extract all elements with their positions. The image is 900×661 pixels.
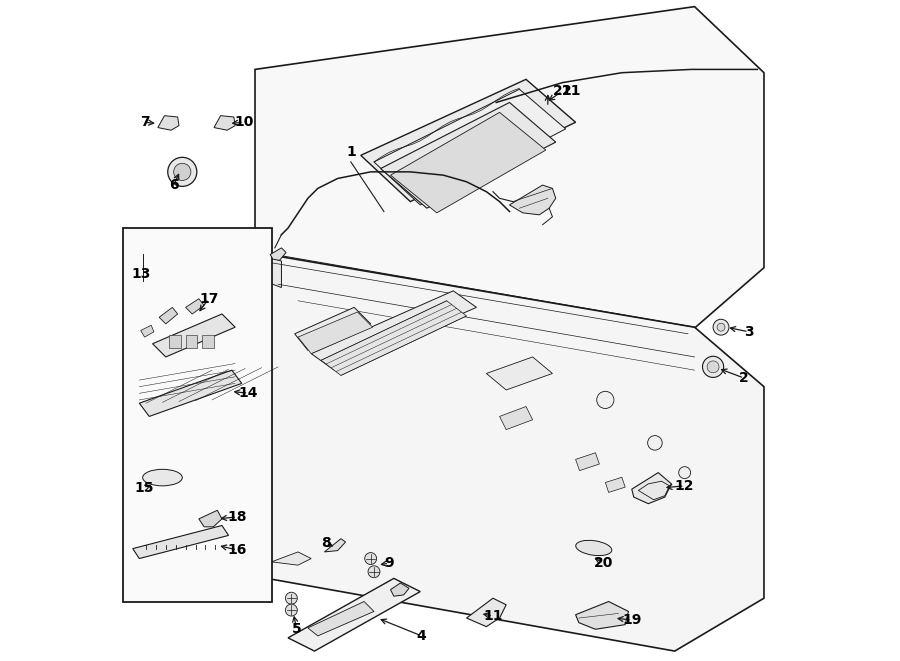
Text: 1: 1 [346, 145, 356, 159]
Text: 16: 16 [228, 543, 247, 557]
Polygon shape [486, 357, 553, 390]
Text: 8: 8 [321, 536, 330, 551]
Text: 6: 6 [169, 178, 178, 192]
Polygon shape [158, 116, 179, 130]
Polygon shape [466, 598, 506, 627]
Circle shape [285, 604, 297, 616]
Polygon shape [606, 477, 626, 492]
Circle shape [167, 157, 197, 186]
Text: 14: 14 [238, 386, 258, 401]
Circle shape [703, 356, 724, 377]
Polygon shape [255, 251, 282, 288]
Polygon shape [288, 578, 420, 651]
Text: 4: 4 [417, 629, 427, 643]
Polygon shape [140, 325, 154, 337]
Circle shape [174, 163, 191, 180]
Circle shape [285, 592, 297, 604]
Text: 12: 12 [675, 479, 695, 493]
Text: 19: 19 [622, 613, 642, 627]
Text: 5: 5 [292, 622, 302, 637]
Polygon shape [255, 7, 764, 393]
Text: 2: 2 [739, 371, 749, 385]
Circle shape [717, 323, 725, 331]
Polygon shape [361, 79, 576, 202]
Polygon shape [199, 510, 222, 527]
Text: 11: 11 [483, 609, 503, 623]
Bar [169, 335, 181, 348]
Polygon shape [153, 314, 235, 357]
Polygon shape [391, 583, 409, 596]
Polygon shape [308, 602, 374, 636]
Text: 13: 13 [131, 267, 151, 282]
Bar [185, 335, 197, 348]
Text: 21: 21 [553, 84, 572, 98]
Polygon shape [185, 299, 204, 314]
Text: 21: 21 [562, 84, 582, 98]
Polygon shape [298, 312, 373, 354]
Text: 18: 18 [228, 510, 247, 524]
Bar [202, 335, 214, 348]
Bar [122, 228, 272, 602]
Text: 20: 20 [594, 556, 613, 570]
Polygon shape [374, 89, 566, 205]
Polygon shape [381, 102, 556, 208]
Polygon shape [270, 248, 286, 260]
Polygon shape [632, 473, 671, 504]
Ellipse shape [576, 540, 612, 556]
Polygon shape [500, 407, 533, 430]
Polygon shape [272, 552, 311, 565]
Circle shape [707, 361, 719, 373]
Polygon shape [214, 116, 235, 130]
Polygon shape [509, 185, 556, 215]
Text: 15: 15 [135, 481, 155, 495]
Circle shape [679, 467, 690, 479]
Polygon shape [294, 307, 371, 350]
Polygon shape [576, 602, 628, 629]
Circle shape [364, 553, 376, 564]
Circle shape [648, 436, 662, 450]
Polygon shape [159, 307, 177, 324]
Polygon shape [140, 370, 242, 416]
Circle shape [713, 319, 729, 335]
Circle shape [597, 391, 614, 408]
Text: 7: 7 [140, 115, 149, 130]
Polygon shape [311, 291, 476, 370]
Text: 17: 17 [199, 292, 219, 306]
Text: 9: 9 [384, 556, 394, 570]
Polygon shape [132, 525, 229, 559]
Polygon shape [324, 539, 346, 552]
Text: 3: 3 [744, 325, 753, 339]
Polygon shape [391, 112, 545, 213]
Text: 10: 10 [234, 115, 254, 130]
Ellipse shape [142, 469, 183, 486]
Polygon shape [321, 301, 466, 375]
Circle shape [368, 566, 380, 578]
Polygon shape [576, 453, 599, 471]
Polygon shape [248, 251, 764, 651]
